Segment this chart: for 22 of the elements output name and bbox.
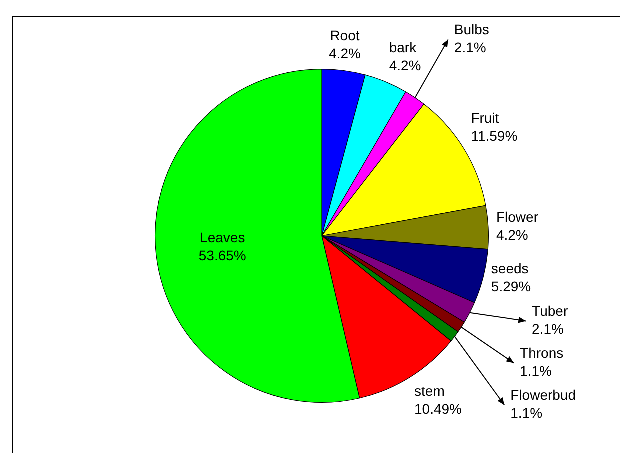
data-label: 2.1% (454, 40, 486, 56)
data-label: 53.65% (198, 247, 246, 264)
slice-label: Throns (520, 345, 564, 362)
slice-label: Flowerbud (510, 387, 576, 404)
data-label: 10.49% (414, 401, 462, 418)
slice-label: Root (330, 28, 360, 44)
data-label: 4.2% (496, 226, 528, 243)
data-label: 2.1% (532, 321, 564, 338)
data-label: 4.2% (389, 58, 422, 74)
slice-label: Flower (496, 208, 539, 225)
data-label: 11.59% (471, 128, 518, 144)
data-label: 4.2% (329, 46, 361, 62)
slice-label: stem (414, 383, 445, 400)
slice-label: Tuber (532, 303, 568, 320)
slice-label: seeds (491, 260, 529, 277)
slice-label: bark (389, 40, 418, 56)
slice-label: Fruit (471, 110, 500, 126)
data-label: 5.29% (491, 278, 532, 295)
slice-label: Bulbs (454, 22, 490, 38)
slice-label: Leaves (200, 229, 246, 246)
data-label: 1.1% (520, 363, 552, 380)
data-label: 1.1% (510, 405, 543, 422)
